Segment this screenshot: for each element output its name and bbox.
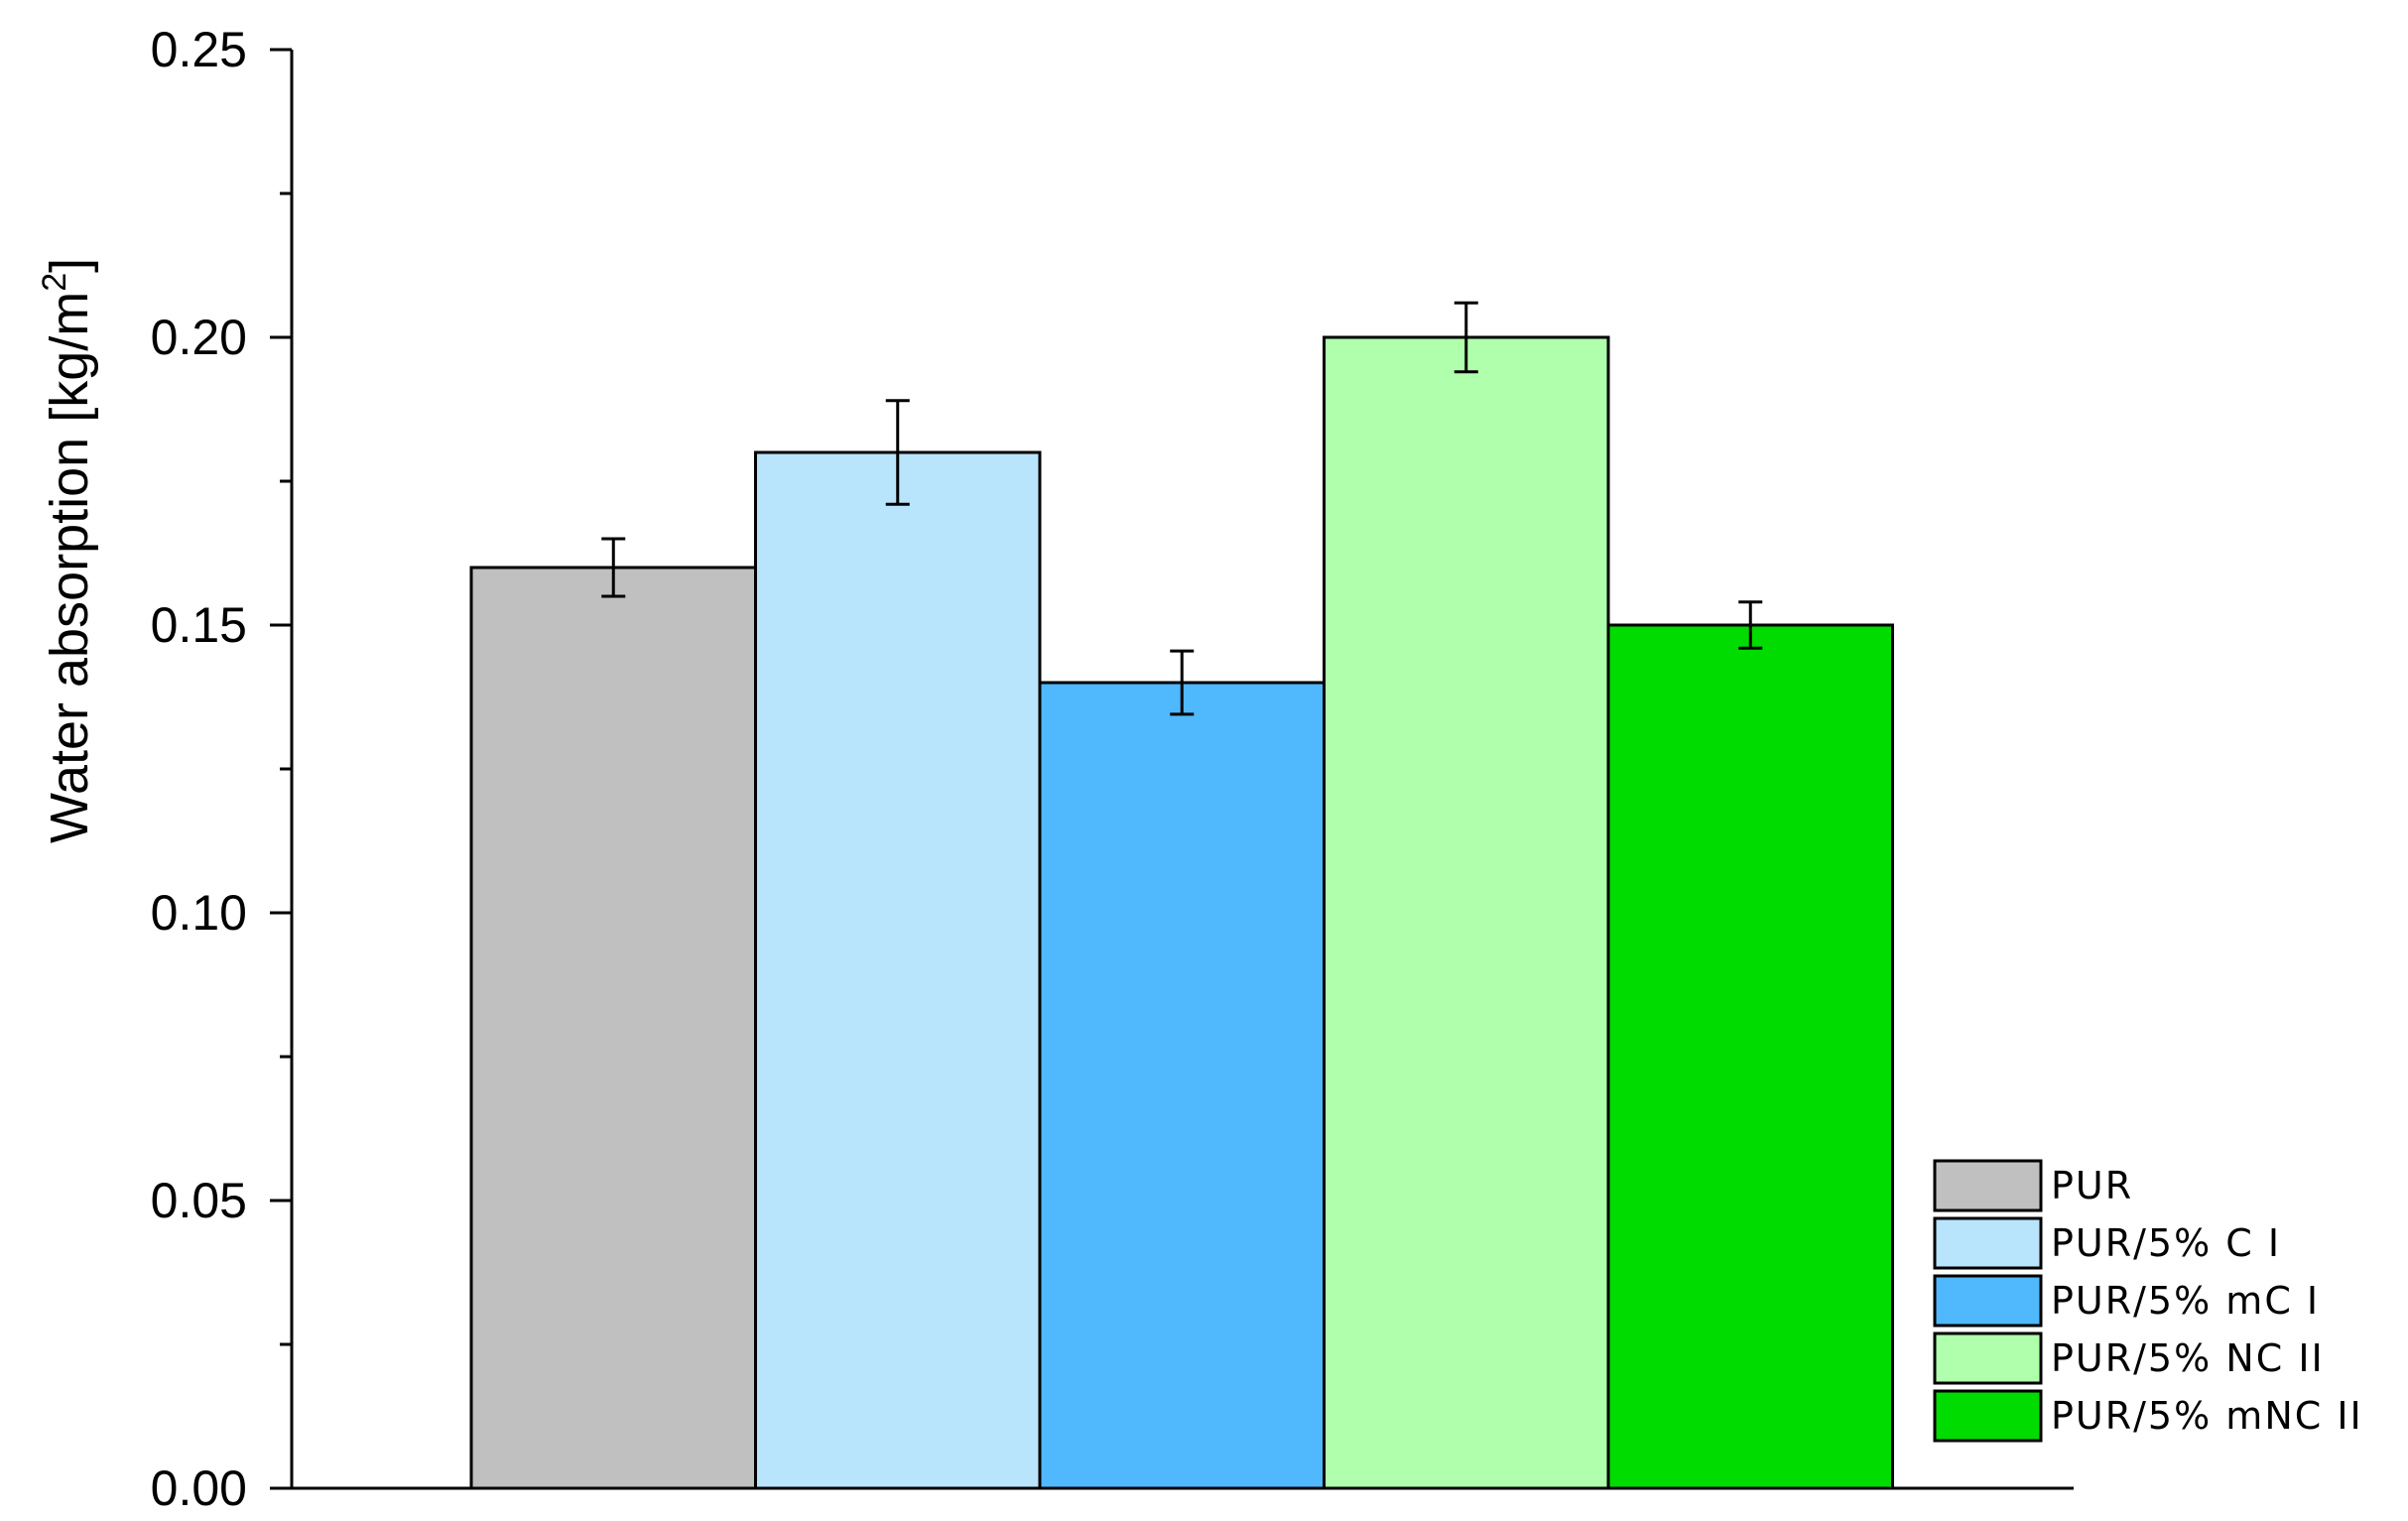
y-axis-title-superscript: 2 xyxy=(36,273,73,292)
legend-label: PUR/5% mNC II xyxy=(2051,1394,2363,1438)
bar-4 xyxy=(1323,335,1610,1490)
y-tick-label: 0.25 xyxy=(151,22,247,77)
legend-swatch xyxy=(1933,1216,2043,1270)
bar-3 xyxy=(1038,681,1326,1490)
legend-label: PUR/5% C I xyxy=(2051,1221,2281,1265)
legend-item-1: PUR xyxy=(1933,1159,2133,1212)
legend-swatch xyxy=(1933,1159,2043,1212)
y-axis-title-text: Water absorption [kg/m xyxy=(40,292,99,843)
error-bar-3 xyxy=(1170,649,1195,716)
error-bar-2 xyxy=(885,399,910,506)
legend-swatch xyxy=(1933,1274,2043,1328)
error-bar-1 xyxy=(601,537,626,598)
y-tick-label: 0.00 xyxy=(151,1460,247,1516)
error-bar-5 xyxy=(1738,600,1763,650)
y-tick-label: 0.15 xyxy=(151,597,247,653)
y-ticks-layer: 0.00 0.05 0.10 0.15 0.20 0.25 xyxy=(151,22,292,1516)
y-tick-label: 0.10 xyxy=(151,885,247,941)
legend-item-2: PUR/5% C I xyxy=(1933,1216,2281,1270)
bar-5 xyxy=(1606,623,1894,1490)
legend-item-4: PUR/5% NC II xyxy=(1933,1331,2325,1385)
legend-label: PUR/5% NC II xyxy=(2051,1336,2325,1380)
legend-label: PUR/5% mC I xyxy=(2051,1279,2320,1323)
legend: PUR PUR/5% C I PUR/5% mC I PUR/5% NC II PUR/… xyxy=(1933,1159,2363,1443)
legend-swatch xyxy=(1933,1389,2043,1443)
y-axis-title: Water absorption [kg/m2] xyxy=(36,258,99,843)
legend-item-3: PUR/5% mC I xyxy=(1933,1274,2320,1328)
legend-swatch xyxy=(1933,1331,2043,1385)
bar-2 xyxy=(754,450,1042,1490)
y-tick-label: 0.20 xyxy=(151,310,247,365)
bar-1 xyxy=(469,566,757,1490)
error-bars-layer xyxy=(601,301,1763,716)
y-tick-label: 0.05 xyxy=(151,1173,247,1228)
legend-item-5: PUR/5% mNC II xyxy=(1933,1389,2363,1443)
bars-layer xyxy=(469,335,1894,1490)
error-bar-4 xyxy=(1454,301,1478,374)
y-axis-title-suffix: ] xyxy=(40,258,99,273)
legend-label: PUR xyxy=(2051,1164,2133,1207)
